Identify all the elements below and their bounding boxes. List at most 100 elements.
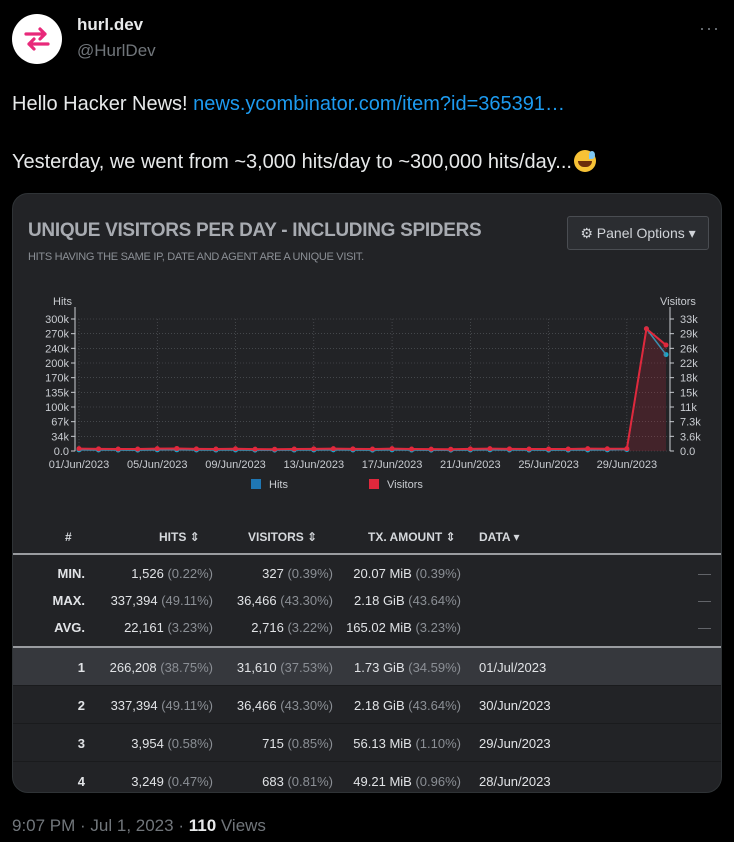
row-index: 4 <box>77 774 85 789</box>
media-card[interactable]: UNIQUE VISITORS PER DAY - INCLUDING SPID… <box>12 193 722 793</box>
visitors-point <box>311 446 317 452</box>
legend-label-visitors: Visitors <box>387 479 423 491</box>
row-tx: 49.21 MiB (0.96%) <box>353 774 461 789</box>
visitors-point <box>174 445 180 451</box>
panel-options-label: Panel Options <box>596 225 685 241</box>
summary-hits: 1,526 (0.22%) <box>131 566 213 581</box>
panel-options-button[interactable]: ⚙ Panel Options ▾ <box>567 216 709 250</box>
table-row[interactable]: 1 266,208 (38.75%) 31,610 (37.53%) 1.73 GiB… <box>13 648 721 686</box>
summary-visitors: 327 (0.39%) <box>262 566 333 581</box>
x-tick-label: 21/Jun/2023 <box>440 459 501 471</box>
visitors-point <box>135 446 141 452</box>
row-date: 29/Jun/2023 <box>479 736 551 751</box>
tweet-line-2: Yesterday, we went from ~3,000 hits/day … <box>12 150 596 174</box>
tweet-meta: 9:07 PM · Jul 1, 2023 · 110 Views <box>12 816 266 835</box>
author-name[interactable]: hurl.dev <box>77 15 144 34</box>
table-separator <box>13 642 721 648</box>
summary-hits: 337,394 (49.11%) <box>110 593 213 608</box>
tweet-time[interactable]: 9:07 PM <box>12 816 76 835</box>
visitors-point <box>409 446 415 452</box>
x-tick-label: 13/Jun/2023 <box>284 459 345 471</box>
summary-visitors: 2,716 (3.22%) <box>251 620 333 635</box>
visitors-point <box>330 446 336 452</box>
y-tick-label: 100k <box>45 402 69 414</box>
visitors-point <box>487 446 493 452</box>
visitors-point <box>546 446 552 452</box>
y-tick-label: 0.0 <box>54 446 69 458</box>
visitors-point <box>448 446 454 452</box>
more-dots-icon[interactable]: ··· <box>699 18 720 38</box>
col-data[interactable]: DATA ▾ <box>479 530 520 544</box>
visitors-point <box>272 446 278 452</box>
row-hits: 337,394 (49.11%) <box>110 698 213 713</box>
visitors-area <box>79 328 666 451</box>
visitors-point <box>624 446 630 452</box>
table-row[interactable]: 3 3,954 (0.58%) 715 (0.85%) 56.13 MiB (1.10… <box>13 724 721 762</box>
table-row[interactable]: 4 3,249 (0.47%) 683 (0.81%) 49.21 MiB (0.96… <box>13 762 721 792</box>
summary-label: MAX. <box>52 593 86 608</box>
col-visitors[interactable]: VISITORS ⇕ <box>248 530 318 544</box>
visitors-point <box>233 446 239 452</box>
summary-data: — <box>698 593 711 608</box>
summary-row: MAX. 337,394 (49.11%) 36,466 (43.30%) 2.18 … <box>13 588 721 615</box>
gear-icon: ⚙ <box>580 225 593 241</box>
visitors-point <box>370 446 375 452</box>
hurl-logo-icon <box>24 27 50 51</box>
grinning-sweat-emoji-icon <box>573 150 596 172</box>
y-tick-label: 67k <box>51 417 69 429</box>
y2-tick-label: 29k <box>680 329 698 341</box>
row-date: 01/Jul/2023 <box>479 660 547 675</box>
avatar[interactable] <box>12 14 62 64</box>
x-tick-label: 05/Jun/2023 <box>127 459 188 471</box>
y2-tick-label: 11k <box>680 402 697 414</box>
views-label: Views <box>220 816 266 835</box>
panel-subtitle: HITS HAVING THE SAME IP, DATE AND AGENT … <box>28 251 364 263</box>
visitors-point <box>252 446 258 452</box>
x-tick-label: 29/Jun/2023 <box>597 459 658 471</box>
summary-label: AVG. <box>54 620 85 635</box>
y-tick-label: 34k <box>51 431 69 443</box>
row-tx: 56.13 MiB (1.10%) <box>353 736 461 751</box>
visitors-point <box>154 446 160 452</box>
y-tick-label: 270k <box>45 329 69 341</box>
summary-label: MIN. <box>57 566 85 581</box>
summary-row: AVG. 22,161 (3.23%) 2,716 (3.22%) 165.02 Mi… <box>13 615 721 642</box>
y2-tick-label: 0.0 <box>680 446 695 458</box>
y-tick-label: 135k <box>45 387 69 399</box>
sort-icon: ⇕ <box>445 530 456 544</box>
summary-data: — <box>698 620 711 635</box>
row-hits: 266,208 (38.75%) <box>109 660 213 675</box>
row-hits: 3,954 (0.58%) <box>131 736 213 751</box>
tweet-text: Hello Hacker News! <box>12 93 188 115</box>
y2-tick-label: 33k <box>680 314 698 326</box>
hits-point <box>663 352 669 358</box>
visitors-point <box>389 446 395 452</box>
col-tx-amount[interactable]: TX. AMOUNT ⇕ <box>368 530 456 544</box>
legend-swatch-hits <box>251 479 261 489</box>
tweet-date[interactable]: Jul 1, 2023 <box>90 816 174 835</box>
summary-tx: 20.07 MiB (0.39%) <box>353 566 461 581</box>
visitors-point <box>428 446 434 452</box>
views-count: 110 <box>188 816 217 835</box>
row-hits: 3,249 (0.47%) <box>131 774 213 789</box>
y-tick-label: 170k <box>45 373 69 385</box>
visitors-point <box>643 326 649 332</box>
row-tx: 2.18 GiB (43.64%) <box>354 698 461 713</box>
row-visitors: 31,610 (37.53%) <box>236 660 333 675</box>
col-index: # <box>65 530 72 544</box>
visitors-point <box>467 446 473 452</box>
visitors-point <box>213 446 219 452</box>
visitors-point <box>506 446 512 452</box>
col-hits[interactable]: HITS ⇕ <box>159 530 200 544</box>
visitors-point <box>565 446 571 452</box>
y-tick-label: 240k <box>45 343 69 355</box>
visitors-point <box>115 446 121 452</box>
visitors-chart: Hits Visitors 0.0 0.0 34k 3.6k 67k 7.3k 100k 11k 1… <box>13 289 721 504</box>
author-handle[interactable]: @HurlDev <box>77 41 156 60</box>
y2-axis-title: Visitors <box>660 296 696 308</box>
row-index: 2 <box>77 698 85 713</box>
table-row[interactable]: 2 337,394 (49.11%) 36,466 (43.30%) 2.18 GiB… <box>13 686 721 724</box>
hn-link[interactable]: news.ycombinator.com/item?id=365391… <box>193 93 566 115</box>
row-index: 1 <box>77 660 85 675</box>
y-axis-title: Hits <box>53 296 72 308</box>
